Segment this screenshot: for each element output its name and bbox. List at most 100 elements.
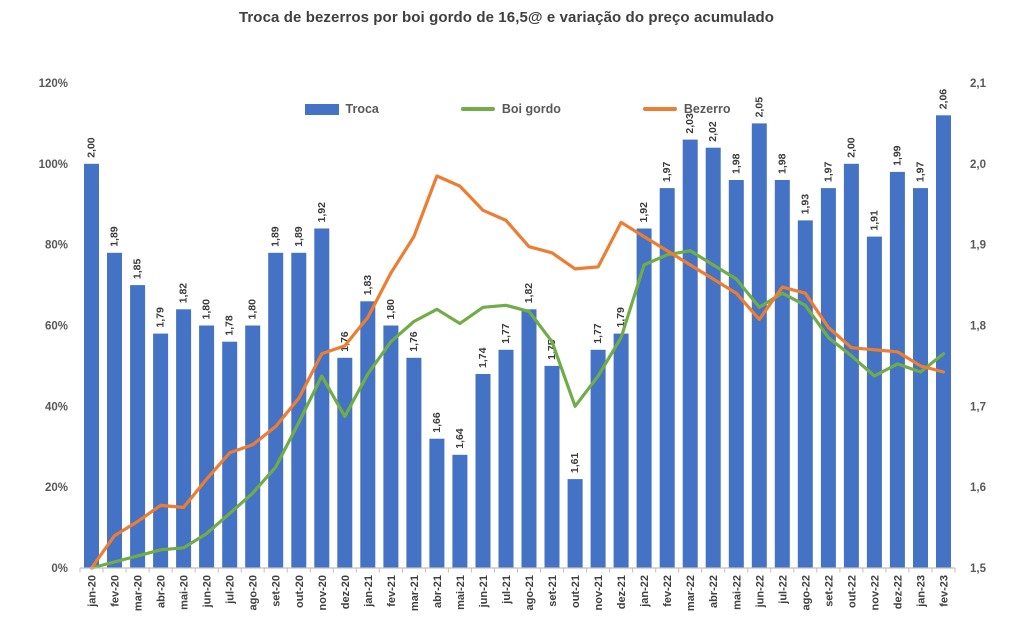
bar-dez-21 — [613, 333, 629, 568]
right-axis-label-2,0: 2,0 — [970, 159, 986, 171]
bar-label-nov-22: 1,91 — [868, 210, 880, 231]
x-label-mar-21: mar-21 — [409, 575, 421, 611]
x-label-mai-20: mai-20 — [179, 575, 191, 610]
bar-label-set-22: 1,97 — [822, 162, 834, 183]
x-label-jan-23: jan-23 — [916, 575, 928, 608]
line-boi-gordo — [89, 249, 946, 570]
right-axis-label-1,8: 1,8 — [970, 321, 987, 333]
bar-abr-22 — [705, 147, 721, 568]
x-label-jan-20: jan-20 — [87, 575, 99, 608]
legend-label-troca: Troca — [345, 102, 379, 116]
bar-label-ago-21: 1,82 — [523, 283, 535, 304]
x-label-dez-20: dez-20 — [340, 575, 352, 609]
x-label-jan-21: jan-21 — [363, 575, 375, 608]
x-label-jul-21: jul-21 — [501, 575, 513, 605]
line-bezerro — [89, 174, 946, 570]
bar-mar-20 — [130, 285, 146, 568]
bar-label-mai-20: 1,82 — [178, 283, 190, 304]
right-axis-label-1,6: 1,6 — [970, 482, 986, 494]
left-axis-label-120%: 120% — [39, 78, 68, 90]
bar-mai-21 — [452, 454, 468, 568]
bar-abr-21 — [429, 438, 445, 568]
x-label-set-21: set-21 — [547, 575, 559, 607]
x-label-jun-22: jun-22 — [754, 575, 766, 608]
bar-fev-20 — [107, 252, 122, 569]
x-label-fev-20: fev-20 — [110, 575, 122, 607]
legend-label-boi-gordo: Boi gordo — [501, 102, 561, 116]
chart-legend: Troca Boi gordo Bezerro — [80, 102, 955, 116]
bar-label-jan-23: 1,97 — [915, 162, 927, 183]
x-label-set-22: set-22 — [823, 575, 835, 607]
bar-out-22 — [843, 163, 859, 569]
left-axis-label-40%: 40% — [45, 401, 68, 413]
legend-label-bezerro: Bezerro — [683, 102, 731, 116]
bar-jul-21 — [498, 349, 514, 569]
bar-mai-20 — [176, 309, 192, 568]
x-label-fev-22: fev-22 — [662, 575, 674, 607]
bar-label-fev-20: 1,89 — [109, 226, 121, 247]
bar-jan-23 — [913, 188, 928, 568]
x-label-jan-22: jan-22 — [639, 575, 651, 608]
x-label-out-21: out-21 — [570, 575, 582, 608]
bar-label-mar-22: 2,03 — [684, 113, 696, 134]
bar-nov-20 — [314, 228, 330, 568]
x-label-jun-21: jun-21 — [478, 575, 490, 608]
bar-label-jan-22: 1,92 — [638, 202, 650, 223]
bar-label-jun-20: 1,80 — [201, 299, 213, 320]
bar-mar-21 — [406, 357, 422, 568]
bar-label-out-20: 1,89 — [293, 226, 305, 247]
bar-ago-21 — [521, 309, 537, 568]
bar-nov-21 — [590, 349, 606, 569]
bar-abr-20 — [153, 333, 169, 568]
bar-label-jul-22: 1,98 — [776, 153, 788, 174]
right-axis-label-1,7: 1,7 — [970, 401, 986, 413]
bar-ago-22 — [797, 220, 813, 568]
bar-label-out-21: 1,61 — [569, 453, 581, 474]
bar-jul-22 — [774, 180, 790, 568]
bar-label-ago-22: 1,93 — [799, 194, 811, 215]
legend-item-boi-gordo: Boi gordo — [460, 102, 561, 116]
x-label-ago-20: ago-20 — [248, 575, 260, 610]
bar-out-20 — [291, 252, 307, 569]
x-label-dez-21: dez-21 — [616, 575, 628, 609]
bar-label-out-22: 2,00 — [845, 137, 857, 158]
left-axis-label-80%: 80% — [45, 240, 68, 252]
bar-label-dez-21: 1,79 — [615, 307, 627, 328]
bar-label-jul-21: 1,77 — [500, 323, 512, 344]
bar-jan-22 — [636, 228, 652, 568]
x-label-abr-21: abr-21 — [432, 575, 444, 608]
bar-label-mar-20: 1,85 — [132, 259, 144, 280]
bar-label-nov-21: 1,77 — [592, 323, 604, 344]
bar-label-abr-20: 1,79 — [155, 307, 167, 328]
bar-label-jan-20: 2,00 — [86, 137, 98, 158]
bar-label-mai-21: 1,64 — [454, 428, 466, 449]
troca-swatch-icon — [304, 103, 339, 115]
bar-label-abr-21: 1,66 — [431, 412, 443, 433]
bar-mai-22 — [728, 180, 744, 568]
legend-item-troca: Troca — [304, 102, 379, 116]
boi-gordo-swatch-icon — [460, 107, 495, 111]
x-label-nov-22: nov-22 — [869, 575, 881, 610]
bar-label-mai-22: 1,98 — [730, 153, 742, 174]
bar-set-22 — [820, 188, 836, 568]
x-label-jun-20: jun-20 — [202, 575, 214, 608]
bar-label-jun-22: 2,05 — [753, 97, 765, 118]
bar-set-21 — [544, 365, 560, 568]
bar-out-21 — [567, 479, 583, 568]
right-axis-label-1,5: 1,5 — [970, 563, 987, 575]
bar-label-set-20: 1,89 — [270, 226, 282, 247]
x-label-fev-23: fev-23 — [939, 575, 951, 607]
x-label-abr-20: abr-20 — [156, 575, 168, 608]
bar-label-abr-22: 2,02 — [707, 121, 719, 142]
bar-label-jan-21: 1,83 — [362, 275, 374, 296]
bar-nov-22 — [866, 236, 882, 568]
bar-label-jun-21: 1,74 — [477, 347, 489, 368]
x-label-mai-22: mai-22 — [731, 575, 743, 610]
x-label-ago-22: ago-22 — [800, 575, 812, 610]
bar-label-fev-22: 1,97 — [661, 162, 673, 183]
bar-jan-20 — [84, 163, 99, 569]
right-axis-label-1,9: 1,9 — [970, 240, 986, 252]
chart-title: Troca de bezerros por boi gordo de 16,5@… — [238, 9, 775, 26]
bar-label-mar-21: 1,76 — [408, 331, 420, 352]
